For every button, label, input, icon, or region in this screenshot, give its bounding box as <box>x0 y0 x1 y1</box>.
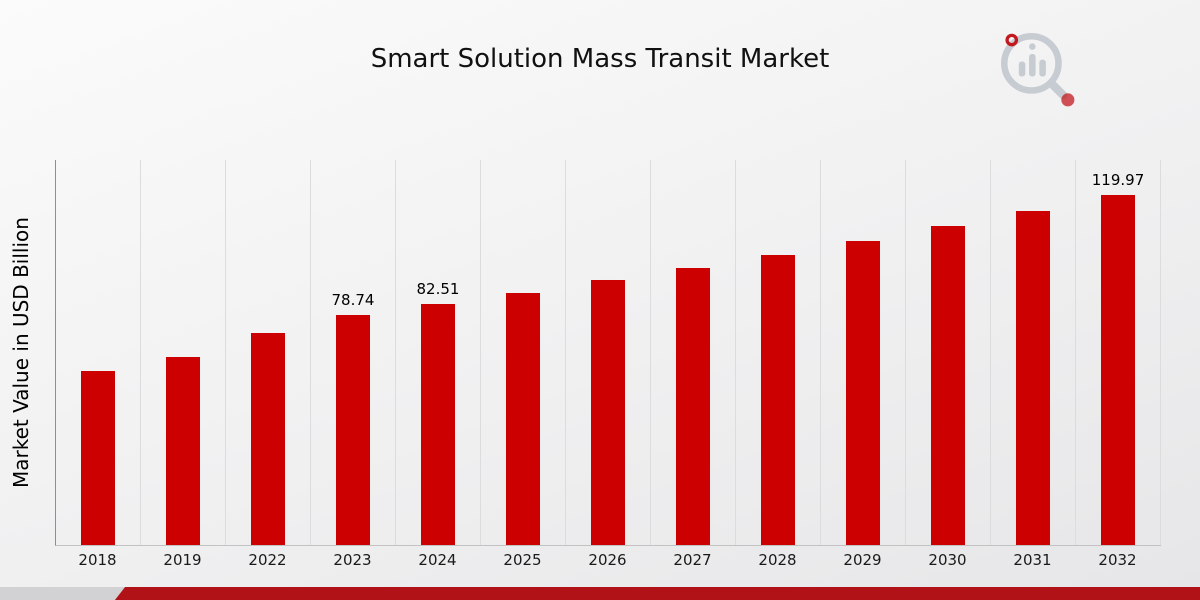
plot-column <box>906 160 991 545</box>
bar-2027 <box>676 268 710 545</box>
footer-accent-bar <box>0 587 1200 600</box>
x-tick-label: 2032 <box>1098 551 1137 569</box>
plot-column: 78.74 <box>311 160 396 545</box>
x-tick-label: 2030 <box>928 551 967 569</box>
x-tick-label: 2028 <box>758 551 797 569</box>
brand-logo-icon <box>1001 33 1075 107</box>
x-tick-label: 2022 <box>248 551 287 569</box>
x-tick-label: 2019 <box>163 551 202 569</box>
plot-column: 82.51 <box>396 160 481 545</box>
x-tick-label: 2025 <box>503 551 542 569</box>
x-tick-label: 2024 <box>418 551 457 569</box>
plot-area: 78.74 82.51 119.97 <box>55 160 1161 546</box>
bar-2025 <box>506 293 540 545</box>
bar-2023 <box>336 315 370 545</box>
bar-2026 <box>591 280 625 545</box>
x-tick-label: 2027 <box>673 551 712 569</box>
x-axis-ticks: 2018 2019 2022 2023 2024 2025 2026 2027 2028 2029… <box>55 551 1160 569</box>
bar-2031 <box>1016 211 1050 545</box>
x-tick-label: 2026 <box>588 551 627 569</box>
bar-2018 <box>81 371 115 545</box>
chart-title: Smart Solution Mass Transit Market <box>370 44 830 74</box>
x-tick-label: 2023 <box>333 551 372 569</box>
bar-2019 <box>166 357 200 545</box>
plot-column <box>481 160 566 545</box>
x-tick-label: 2029 <box>843 551 882 569</box>
bar-2028 <box>761 255 795 545</box>
bar-2032 <box>1101 195 1135 545</box>
plot-column <box>821 160 906 545</box>
y-axis-label: Market Value in USD Billion <box>9 217 33 488</box>
bar-value-label: 78.74 <box>331 291 375 309</box>
plot-column: 119.97 <box>1076 160 1161 545</box>
plot-column <box>651 160 736 545</box>
plot-column <box>56 160 141 545</box>
plot-column <box>141 160 226 545</box>
x-tick-label: 2018 <box>78 551 117 569</box>
plot-column <box>226 160 311 545</box>
plot-column <box>736 160 821 545</box>
plot-column <box>991 160 1076 545</box>
bar-value-label: 119.97 <box>1091 171 1145 189</box>
bar-2029 <box>846 241 880 545</box>
plot-column <box>566 160 651 545</box>
bar-2024 <box>421 304 455 545</box>
bar-value-label: 82.51 <box>416 280 460 298</box>
x-tick-label: 2031 <box>1013 551 1052 569</box>
bar-2030 <box>931 226 965 545</box>
bar-2022 <box>251 333 285 545</box>
